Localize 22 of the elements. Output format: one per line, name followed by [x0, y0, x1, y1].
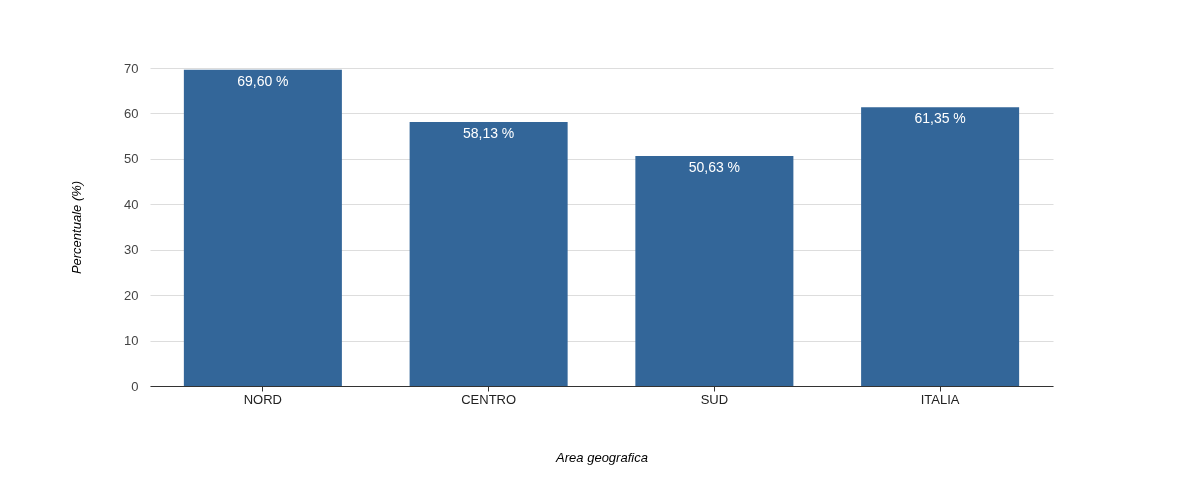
bar	[183, 69, 342, 386]
data-label: 50,63 %	[688, 159, 741, 175]
data-label: 61,35 %	[914, 110, 966, 127]
x-axis-title: Area geografica	[555, 449, 648, 465]
data-label: 58,13 %	[462, 124, 515, 141]
y-tick-label: 10	[124, 333, 139, 349]
x-tick-label: ITALIA	[920, 391, 960, 407]
y-axis-title: Percentuale (%)	[69, 180, 85, 275]
bar	[635, 156, 794, 386]
bar	[861, 107, 1020, 386]
y-tick-label: 30	[124, 242, 139, 258]
data-label: 69,60 %	[237, 72, 289, 89]
y-tick-label: 0	[131, 378, 139, 394]
y-tick-label: 60	[124, 105, 139, 121]
x-tick-label: CENTRO	[461, 391, 517, 407]
y-tick-label: 40	[124, 196, 139, 212]
y-tick-label: 70	[124, 60, 139, 76]
bar	[409, 121, 568, 386]
x-tick-label: NORD	[243, 391, 283, 407]
y-tick-label: 50	[124, 151, 139, 167]
x-tick-label: SUD	[700, 391, 729, 407]
y-tick-label: 20	[124, 287, 139, 303]
